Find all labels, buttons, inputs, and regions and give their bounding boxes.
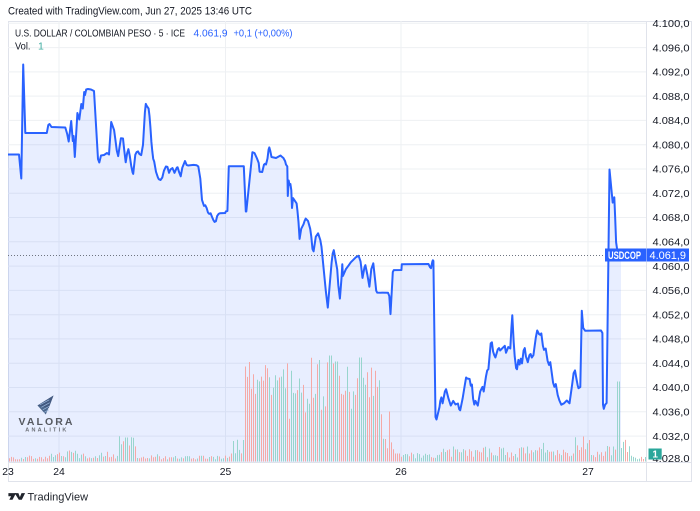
svg-text:4.048,0: 4.048,0 [653,335,690,346]
svg-text:VALORA: VALORA [19,416,73,428]
svg-text:27: 27 [582,467,594,478]
svg-text:4.064,0: 4.064,0 [653,238,690,249]
svg-text:4.096,0: 4.096,0 [653,43,690,54]
svg-text:23: 23 [2,467,14,478]
svg-text:4.100,0: 4.100,0 [653,19,690,30]
svg-text:USDCOP: USDCOP [608,250,641,262]
svg-text:4.092,0: 4.092,0 [653,68,690,79]
svg-text:24: 24 [53,467,65,478]
svg-text:+0,1 (+0,00%): +0,1 (+0,00%) [234,27,293,39]
svg-text:4.088,0: 4.088,0 [653,92,690,103]
svg-text:U.S. DOLLAR / COLOMBIAN PESO ·: U.S. DOLLAR / COLOMBIAN PESO · 5 · ICE [15,27,185,39]
svg-text:4.056,0: 4.056,0 [653,286,690,297]
svg-text:4.068,0: 4.068,0 [653,213,690,224]
svg-text:4.052,0: 4.052,0 [653,310,690,321]
svg-text:ANALITIK: ANALITIK [25,428,66,434]
svg-text:4.061,9: 4.061,9 [194,27,228,39]
svg-text:Created with TradingView.com,: Created with TradingView.com, Jun 27, 20… [8,6,252,18]
svg-text:4.072,0: 4.072,0 [653,189,690,200]
svg-text:4.028,0: 4.028,0 [653,454,690,465]
svg-text:1: 1 [652,449,658,460]
svg-text:1: 1 [38,41,44,53]
svg-text:26: 26 [395,467,407,478]
svg-text:4.060,0: 4.060,0 [653,262,690,273]
svg-text:4.032,0: 4.032,0 [653,432,690,443]
svg-text:25: 25 [220,467,232,478]
svg-text:4.044,0: 4.044,0 [653,359,690,370]
svg-text:4.076,0: 4.076,0 [653,165,690,176]
svg-text:Vol.: Vol. [15,41,31,53]
svg-text:4.080,0: 4.080,0 [653,140,690,151]
svg-text:4.061,9: 4.061,9 [650,250,687,262]
svg-text:TradingView: TradingView [28,491,89,503]
svg-text:4.036,0: 4.036,0 [653,408,690,419]
svg-text:4.040,0: 4.040,0 [653,383,690,394]
svg-text:4.084,0: 4.084,0 [653,116,690,127]
